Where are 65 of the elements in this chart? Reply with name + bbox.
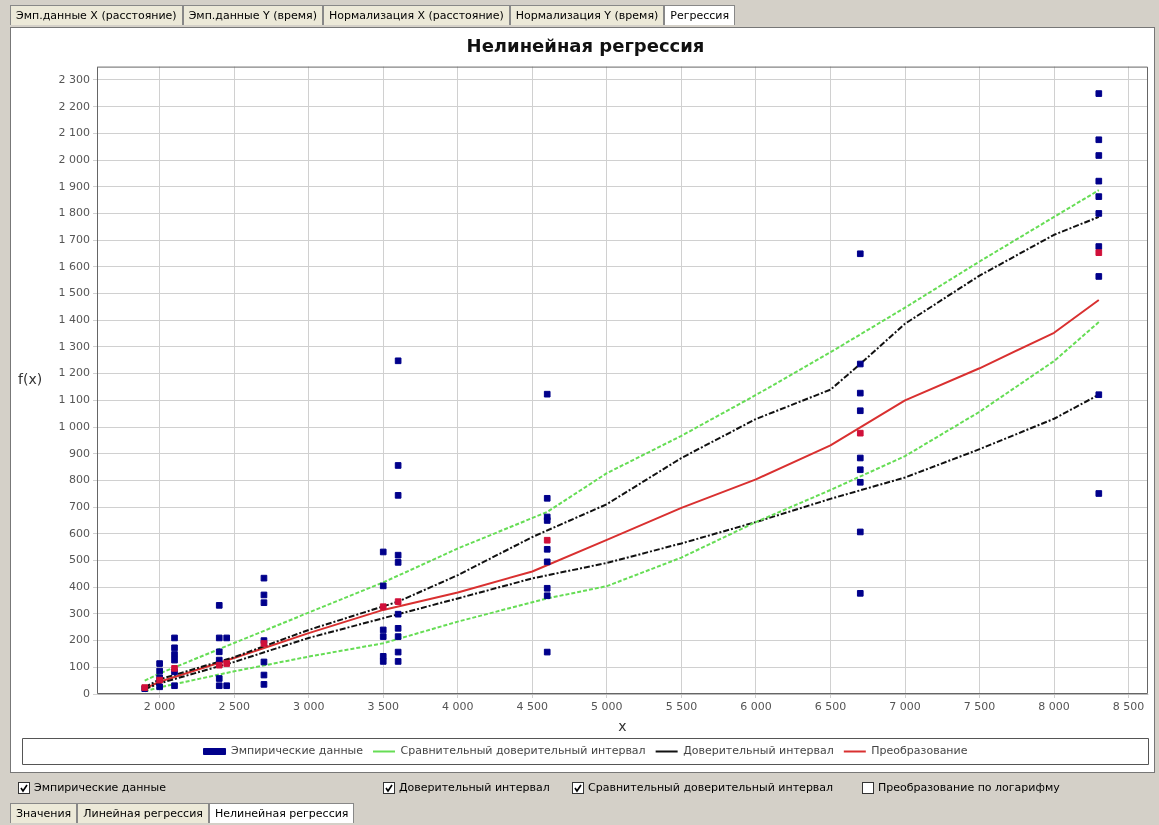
y-tick-label: 1 900 xyxy=(58,179,90,193)
y-tick-label: 2 300 xyxy=(58,72,90,86)
x-tick-label: 6 500 xyxy=(814,700,847,714)
x-tick-label: 6 000 xyxy=(740,700,772,714)
y-tick-label: 2 200 xyxy=(58,99,90,113)
x-tick-label: 8 500 xyxy=(1112,700,1145,714)
y-tick-label: 1 500 xyxy=(58,286,90,300)
y-tick-label: 0 xyxy=(83,686,90,700)
x-tick-label: 5 500 xyxy=(665,700,698,714)
text: Эмпирические данные xyxy=(34,781,167,794)
y-tick-label: 300 xyxy=(69,606,90,620)
x-tick-label: 7 500 xyxy=(963,700,996,714)
legend-label: Эмпирические данные xyxy=(231,744,364,758)
y-tick-label: 2 000 xyxy=(58,152,90,166)
legend-label: Сравнительный доверительный интервал xyxy=(400,744,646,758)
y-tick-label: 1 300 xyxy=(58,339,90,353)
point xyxy=(379,603,387,611)
text: Регрессия xyxy=(664,5,736,25)
x-tick-label: 2 500 xyxy=(218,700,250,714)
y-tick-label: 1 100 xyxy=(58,393,90,407)
y-tick-label: 500 xyxy=(69,553,90,567)
point xyxy=(215,661,223,669)
text: Нормализация Y (время) xyxy=(509,5,665,25)
y-tick-label: 700 xyxy=(69,499,90,513)
x-tick-label: 3 500 xyxy=(367,700,399,714)
x-tick-label: 8 000 xyxy=(1038,700,1070,714)
y-tick-label: 1 700 xyxy=(58,233,90,246)
y-tick-label: 800 xyxy=(69,473,90,487)
text: Сравнительный доверительный интервал xyxy=(588,781,834,794)
y-tick-label: 1 800 xyxy=(58,206,90,220)
text: Преобразование по логарифму xyxy=(878,781,1060,794)
x-tick-label: 4 500 xyxy=(516,700,549,714)
y-axis-title: f(x) xyxy=(18,370,43,387)
y-tick-label: 400 xyxy=(69,580,90,594)
text: Эмп.данные Y (время) xyxy=(182,5,323,25)
text: Нормализация X (расстояние) xyxy=(322,5,510,25)
y-tick-label: 1 600 xyxy=(58,259,90,273)
text: Доверительный интервал xyxy=(399,781,550,794)
legend-label: Доверительный интервал xyxy=(683,744,834,758)
x-axis-title: x xyxy=(618,718,627,735)
text: Значения xyxy=(10,803,78,823)
text: Эмп.данные X (расстояние) xyxy=(10,5,183,25)
y-tick-label: 1 000 xyxy=(58,419,90,433)
x-tick-label: 7 000 xyxy=(889,700,921,714)
text: Линейная регрессия xyxy=(77,803,209,823)
x-tick-label: 2 000 xyxy=(143,700,176,714)
y-tick-label: 600 xyxy=(69,526,90,540)
y-tick-label: 100 xyxy=(69,660,90,674)
point xyxy=(394,598,402,605)
point xyxy=(1095,249,1103,257)
point xyxy=(856,429,864,437)
y-tick-label: 900 xyxy=(69,446,90,460)
point xyxy=(223,660,231,667)
x-tick-label: 3 000 xyxy=(292,700,325,714)
x-tick-label: 4 000 xyxy=(442,700,474,714)
chart-title: Нелинейная регрессия xyxy=(466,35,705,57)
legend-label: Преобразование xyxy=(871,744,968,758)
point xyxy=(171,665,178,672)
y-tick-label: 200 xyxy=(69,633,90,647)
x-tick-label: 5 000 xyxy=(591,700,623,714)
y-tick-label: 1 200 xyxy=(58,366,90,380)
point xyxy=(543,536,551,544)
y-tick-label: 2 100 xyxy=(58,126,90,140)
y-tick-label: 1 400 xyxy=(58,313,90,327)
text: Нелинейная регрессия xyxy=(208,803,355,823)
